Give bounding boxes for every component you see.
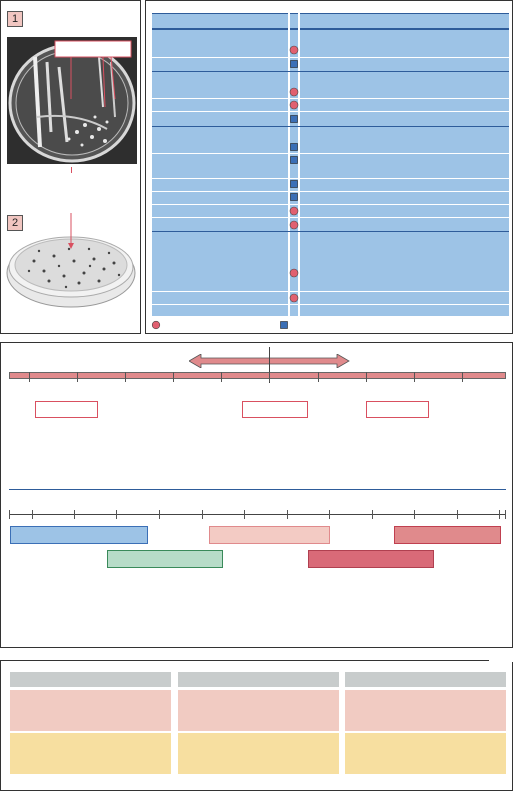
step-1-label: 1 <box>7 11 23 27</box>
photo-pointer-line <box>71 167 72 173</box>
table-row-yellow-1 <box>10 733 171 774</box>
axis-tick <box>244 510 245 519</box>
timeline-tick <box>125 372 126 382</box>
table-header-cell-1 <box>10 672 171 687</box>
timeline-tick <box>414 372 415 382</box>
square-marker-icon <box>290 180 298 188</box>
photo-panel: 1 2 <box>0 0 141 334</box>
axis-tick <box>414 510 415 519</box>
group-separator <box>152 231 509 232</box>
timeline-tick <box>173 372 174 382</box>
table-header-rule <box>152 28 509 30</box>
square-marker-icon <box>290 60 298 68</box>
table-top-rule <box>152 13 509 14</box>
axis-tick <box>505 510 506 519</box>
table-row-pink-1 <box>10 690 171 731</box>
circle-marker-icon <box>289 45 299 55</box>
marker-column <box>289 45 299 303</box>
group-separator <box>152 71 509 72</box>
axis-tick <box>116 510 117 519</box>
era-bar-darkred <box>308 550 434 568</box>
petri-dish-streak-photo <box>7 37 137 164</box>
axis-tick <box>499 510 500 519</box>
timeline-tick <box>366 372 367 382</box>
axis-tick <box>74 510 75 519</box>
timeline-tick <box>221 372 222 382</box>
timeline-tick <box>462 372 463 382</box>
circle-marker-icon <box>289 293 299 303</box>
step-2-label: 2 <box>7 215 23 231</box>
circle-marker-icon <box>289 268 299 278</box>
timeline-tick <box>318 372 319 382</box>
row-separator <box>152 291 509 292</box>
timeline-tick <box>269 372 270 382</box>
timeline-panel <box>0 342 513 648</box>
annotation-box <box>366 401 429 418</box>
timeline-tick <box>77 372 78 382</box>
table-row-pink-2 <box>178 690 339 731</box>
column-guide-left <box>288 13 290 316</box>
table-header-cell-2 <box>178 672 339 687</box>
circle-marker-icon <box>289 87 299 97</box>
axis-tick <box>457 510 458 519</box>
axis-tick <box>32 510 33 519</box>
table-row-yellow-3 <box>345 733 506 774</box>
column-guide-right <box>298 13 300 316</box>
legend-circle-marker-icon <box>151 320 161 330</box>
row-separator <box>152 217 509 218</box>
annotation-box <box>35 401 98 418</box>
era-bar-green <box>107 550 223 568</box>
era-bar-blue <box>10 526 148 544</box>
square-marker-icon <box>290 143 298 151</box>
row-separator <box>152 304 509 305</box>
circle-marker-icon <box>289 100 299 110</box>
table-row-pink-3 <box>345 690 506 731</box>
comparison-table-panel <box>0 660 513 791</box>
axis-tick <box>329 510 330 519</box>
circle-marker-icon <box>289 220 299 230</box>
row-separator <box>152 98 509 99</box>
table-body <box>152 13 509 316</box>
square-marker-icon <box>290 156 298 164</box>
table-header-cell-3 <box>345 672 506 687</box>
era-bar-red <box>394 526 501 544</box>
axis-tick <box>372 510 373 519</box>
timeline-axis-bottom <box>9 514 506 515</box>
double-arrow-icon <box>189 354 350 368</box>
petri-dish-colonies-photo <box>4 211 138 311</box>
arrow-center-line <box>269 347 270 383</box>
timeline-tick <box>29 372 30 382</box>
axis-tick <box>202 510 203 519</box>
axis-tick <box>9 510 10 519</box>
annotation-box <box>242 401 308 418</box>
classification-table-panel <box>145 0 513 334</box>
row-separator <box>152 178 509 179</box>
group-separator <box>152 126 509 127</box>
timeline-bar-top <box>9 372 506 379</box>
row-separator <box>152 204 509 205</box>
corner-accent <box>489 660 513 662</box>
section-divider <box>9 489 506 490</box>
era-bar-pink <box>209 526 330 544</box>
row-separator <box>152 153 509 154</box>
axis-tick <box>287 510 288 519</box>
circle-marker-icon <box>289 206 299 216</box>
row-separator <box>152 57 509 58</box>
row-separator <box>152 191 509 192</box>
row-separator <box>152 111 509 112</box>
axis-tick <box>159 510 160 519</box>
table-row-yellow-2 <box>178 733 339 774</box>
square-marker-icon <box>290 193 298 201</box>
legend-square-marker-icon <box>280 321 288 329</box>
square-marker-icon <box>290 115 298 123</box>
